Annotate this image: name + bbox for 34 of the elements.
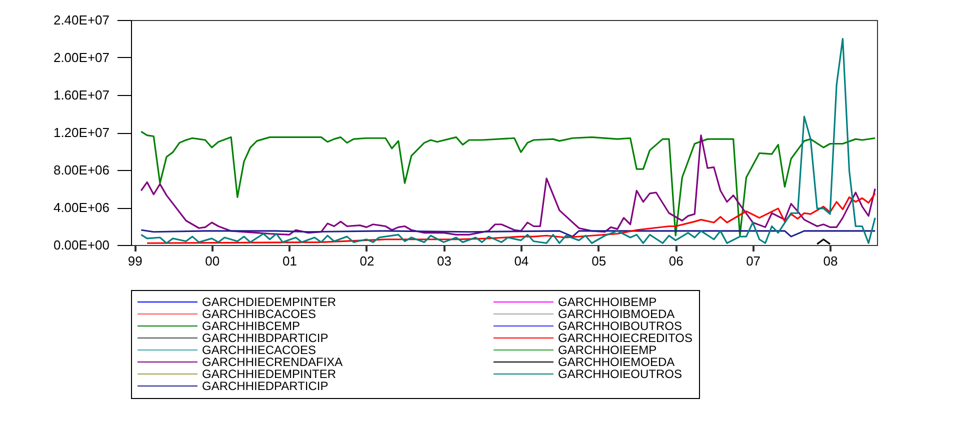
legend-label: GARCHHIBCEMP — [202, 319, 300, 333]
y-tick-label: 0.00E+00 — [53, 238, 110, 252]
line-series — [140, 229, 876, 238]
x-tick-label: 01 — [282, 254, 297, 268]
x-tick-label: 08 — [823, 254, 838, 268]
y-tick-label: 2.00E+07 — [53, 50, 110, 65]
legend-label: GARCHDIEDEMPINTER — [202, 295, 336, 309]
legend-label: GARCHHOIEMOEDA — [558, 355, 675, 369]
legend-label: GARCHHIECACOES — [202, 343, 316, 357]
legend-label: GARCHHOIECREDITOS — [558, 331, 692, 345]
y-tick-label: 1.60E+07 — [53, 88, 110, 102]
x-tick-label: 00 — [205, 254, 220, 268]
legend-label: GARCHHIBDPARTICIP — [202, 331, 328, 345]
legend-label: GARCHHOIEEMP — [558, 343, 657, 357]
legend-label: GARCHHIECRENDAFIXA — [202, 355, 343, 369]
x-tick-label: 07 — [746, 254, 761, 268]
x-tick-label: 06 — [668, 254, 684, 268]
legend-label: GARCHHIEDEMPINTER — [202, 367, 336, 381]
y-tick-label: 1.20E+07 — [53, 125, 110, 140]
y-tick-label: 8.00E+06 — [53, 162, 110, 178]
x-tick-label: 03 — [436, 254, 452, 268]
legend-label: GARCHHOIBOUTROS — [558, 319, 682, 333]
x-tick-label: 04 — [514, 254, 529, 268]
legend-label: GARCHHOIBEMP — [558, 295, 657, 309]
y-tick-label: 2.40E+07 — [53, 12, 110, 28]
legend-label: GARCHHOIEOUTROS — [558, 367, 682, 381]
line-series — [146, 192, 876, 244]
legend-label: GARCHHIBCACOES — [202, 307, 316, 321]
x-tick-label: 99 — [128, 254, 142, 268]
legend-label: GARCHHOIBMOEDA — [558, 307, 675, 321]
x-tick-label: 05 — [592, 254, 606, 268]
y-tick-label: 4.00E+06 — [53, 200, 110, 215]
x-tick-label: 02 — [360, 254, 374, 268]
legend-label: GARCHHIEDPARTICIP — [202, 379, 328, 393]
